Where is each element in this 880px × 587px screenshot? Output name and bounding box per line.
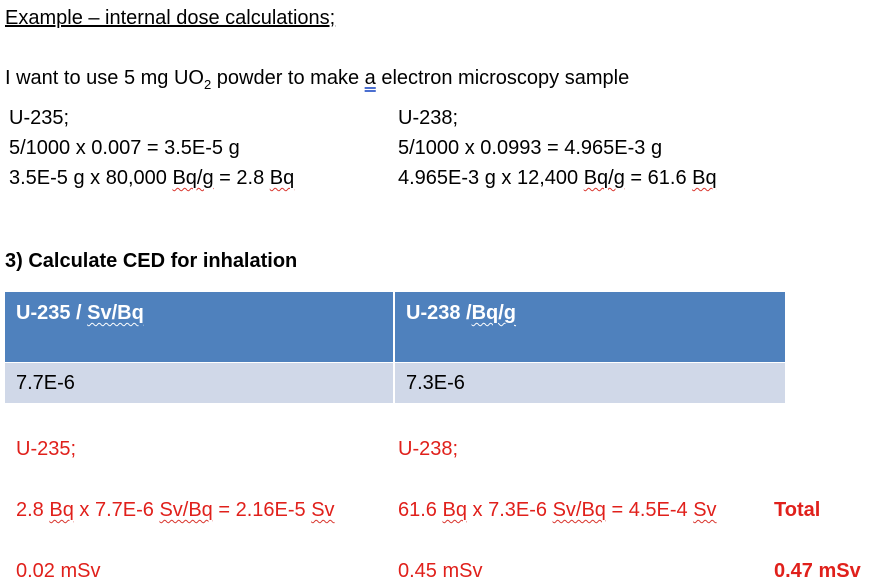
result-u238-calc-c: x 7.3E-6 [466, 499, 553, 521]
total-msv: 0.47 mSv [774, 560, 861, 582]
intro-text-start: I want to use 5 mg UO [5, 67, 204, 89]
u235-activity-mid: = 2.8 [213, 167, 270, 189]
u235-label: U-235; [9, 107, 70, 129]
u235-activity-prefix: 3.5E-5 g x 80,000 [9, 167, 173, 189]
result-u238-calc-d: Sv/Bq [552, 499, 606, 521]
section-heading: 3) Calculate CED for inhalation [5, 250, 298, 272]
result-u238-label: U-238; [398, 438, 459, 460]
result-u235-calc-b: Bq [49, 499, 74, 521]
result-u235-msv: 0.02 mSv [16, 560, 101, 582]
page-title: Example – internal dose calculations; [5, 7, 336, 29]
result-u238-calc-b: Bq [442, 499, 467, 521]
intro-article: a [364, 67, 376, 89]
table-header-u238-text: U-238 /Bq/g [406, 301, 516, 325]
table-header-u238: U-238 /Bq/g [395, 292, 785, 362]
table-header-u238-prefix: U-238 / [406, 302, 472, 324]
intro-text-end: electron microscopy sample [375, 67, 630, 89]
u235-mass-calc: 5/1000 x 0.007 = 3.5E-5 g [9, 137, 240, 159]
result-u238-calc-a: 61.6 [398, 499, 443, 521]
result-u235-calc-c: x 7.7E-6 [73, 499, 160, 521]
table-cell-u238-value: 7.3E-6 [406, 372, 465, 394]
result-u238-calc-f: Sv [693, 499, 717, 521]
u235-activity-end: Bq [269, 167, 295, 189]
result-u235-calc-e: = 2.16E-5 [212, 499, 312, 521]
result-u238-calc-e: = 4.5E-4 [605, 499, 694, 521]
u238-activity-calc: 4.965E-3 g x 12,400 Bq/g = 61.6 Bq [398, 166, 717, 190]
intro-subscript: 2 [203, 77, 212, 92]
intro-text-powder: powder to make [211, 67, 365, 89]
intro-sentence: I want to use 5 mg UO2 powder to make a … [5, 66, 630, 92]
table-cell-u235-value: 7.7E-6 [16, 372, 75, 394]
total-label: Total [774, 499, 821, 521]
table-header-u238-unit: Bq/g [471, 302, 517, 324]
u238-activity-mid: = 61.6 [624, 167, 693, 189]
result-u235-calc-a: 2.8 [16, 499, 50, 521]
u235-activity-unit: Bq/g [172, 167, 214, 189]
table-cell-u238: 7.3E-6 [395, 363, 785, 403]
table-header-u235-prefix: U-235 / [16, 302, 88, 324]
u238-activity-prefix: 4.965E-3 g x 12,400 [398, 167, 584, 189]
u238-label: U-238; [398, 107, 459, 129]
u238-activity-end: Bq [692, 167, 717, 189]
u235-activity-calc: 3.5E-5 g x 80,000 Bq/g = 2.8 Bq [9, 166, 294, 190]
result-u235-calc-f: Sv [311, 499, 335, 521]
u238-activity-unit: Bq/g [583, 167, 625, 189]
result-u238-msv: 0.45 mSv [398, 560, 483, 582]
table-header-u235-text: U-235 / Sv/Bq [16, 301, 144, 325]
table-cell-u235: 7.7E-6 [5, 363, 393, 403]
u238-mass-calc: 5/1000 x 0.0993 = 4.965E-3 g [398, 137, 663, 159]
result-u235-calc: 2.8 Bq x 7.7E-6 Sv/Bq = 2.16E-5 Sv [16, 498, 335, 522]
table-header-u235: U-235 / Sv/Bq [5, 292, 393, 362]
result-u235-label: U-235; [16, 438, 77, 460]
result-u238-calc: 61.6 Bq x 7.3E-6 Sv/Bq = 4.5E-4 Sv [398, 498, 717, 522]
table-header-u235-unit: Sv/Bq [87, 302, 144, 324]
result-u235-calc-d: Sv/Bq [159, 499, 213, 521]
